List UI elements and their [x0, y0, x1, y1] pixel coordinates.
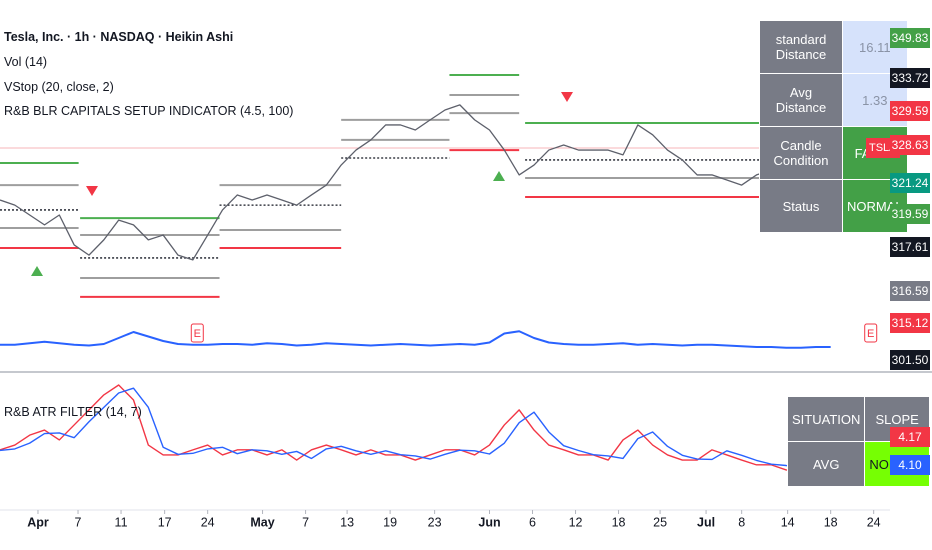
x-tick-label: 13: [340, 515, 354, 529]
x-tick-label: 11: [115, 515, 128, 529]
indicator-legend: R&B BLR CAPITALS SETUP INDICATOR (4.5, 1…: [4, 104, 294, 118]
x-tick-label: 14: [781, 515, 795, 529]
earnings-label: E: [867, 328, 874, 340]
table-cell: Candle Condition: [759, 126, 843, 180]
x-tick-label: 24: [201, 515, 215, 529]
price-tag: 333.72: [890, 68, 930, 88]
x-tick-label: May: [250, 515, 274, 529]
series-line: [0, 387, 831, 472]
sell-signal: [561, 92, 573, 102]
x-tick-label: Jun: [478, 515, 500, 529]
series-line: [0, 104, 831, 261]
series-line: [0, 384, 831, 473]
price-tag: 301.50: [890, 350, 930, 370]
volume-ma-line: [0, 330, 831, 349]
info-table: standard Distance 16.11 Avg Distance 1.33 …: [759, 20, 908, 233]
x-tick-label: 24: [867, 515, 881, 529]
buy-signal: [31, 266, 43, 276]
x-tick-label: 12: [569, 515, 583, 529]
price-tag: 329.59: [890, 101, 930, 121]
x-tick-label: Apr: [27, 515, 49, 529]
indicator-legend: R&B ATR FILTER (14, 7): [4, 405, 142, 419]
price-tag: 349.83: [890, 28, 930, 48]
table-cell: SITUATION: [786, 396, 866, 442]
x-tick-label: 8: [738, 515, 745, 529]
earnings-label: E: [194, 328, 201, 340]
table-cell: Avg Distance: [759, 73, 843, 127]
x-tick-label: 6: [529, 515, 536, 529]
x-tick-label: 18: [824, 515, 838, 529]
price-tag: 315.12: [890, 313, 930, 333]
value-tag: 4.10: [890, 455, 930, 475]
price-tag: 321.24: [890, 173, 930, 193]
price-tag: 319.59: [890, 204, 930, 224]
indicator-legend: VStop (20, close, 2): [4, 80, 114, 94]
sell-signal: [86, 186, 98, 196]
buy-signal: [493, 171, 505, 181]
earnings-marker: [864, 323, 878, 343]
x-tick-label: 7: [75, 515, 82, 529]
x-tick-label: 25: [653, 515, 667, 529]
table-cell: AVG: [786, 441, 866, 487]
table-cell: Status: [759, 179, 843, 233]
x-tick-label: 23: [428, 515, 442, 529]
price-tag: 328.63: [890, 135, 930, 155]
x-tick-label: 19: [383, 515, 397, 529]
price-tag: 317.61: [890, 237, 930, 257]
indicator-legend: Vol (14): [4, 55, 48, 69]
value-tag: 4.17: [890, 427, 930, 447]
symbol-title: Tesla, Inc. · 1h · NASDAQ · Heikin Ashi: [4, 30, 234, 44]
price-tag: 316.59: [890, 281, 930, 301]
x-tick-label: 17: [158, 515, 172, 529]
x-tick-label: 18: [612, 515, 626, 529]
x-tick-label: 7: [302, 515, 309, 529]
table-cell: standard Distance: [759, 20, 843, 74]
earnings-marker: [190, 323, 204, 343]
x-tick-label: Jul: [697, 515, 715, 529]
